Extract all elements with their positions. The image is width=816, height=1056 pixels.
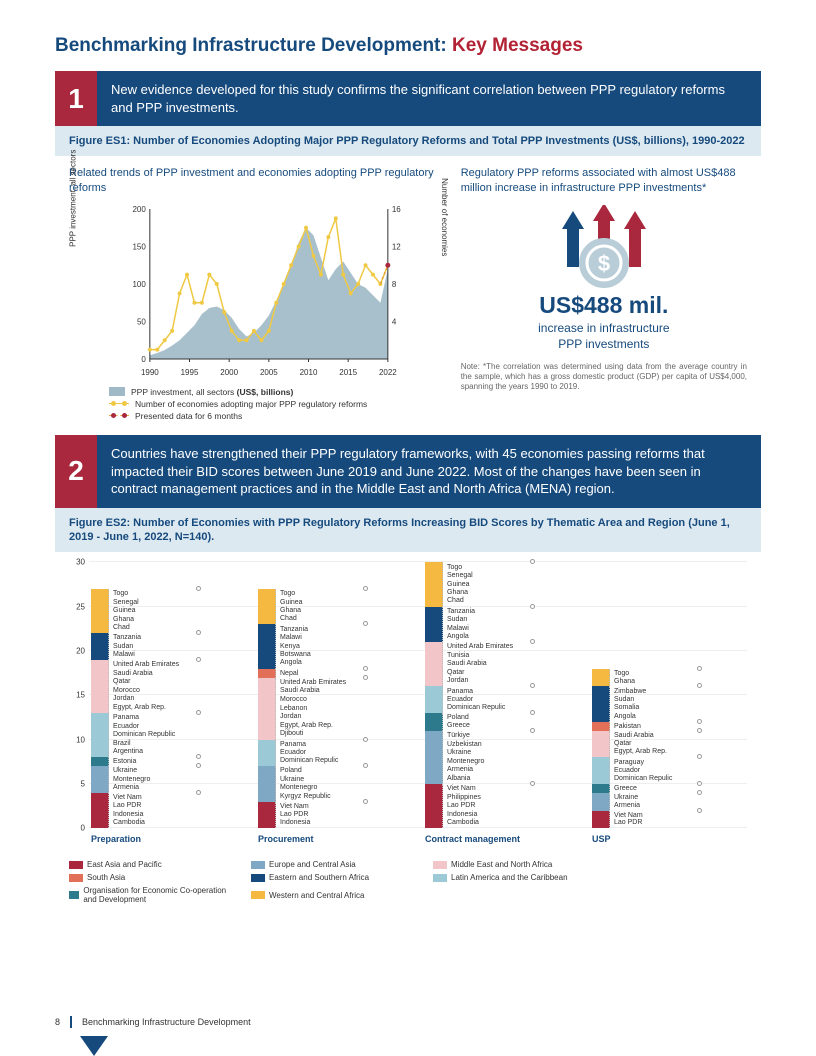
- svg-text:200: 200: [132, 205, 146, 214]
- svg-text:4: 4: [392, 317, 397, 326]
- svg-text:2000: 2000: [220, 368, 238, 377]
- svg-text:16: 16: [392, 205, 401, 214]
- svg-text:2005: 2005: [260, 368, 278, 377]
- message-text-2: Countries have strengthened their PPP re…: [97, 435, 761, 508]
- figure-es1-legend: PPP investment, all sectors (US$, billio…: [69, 387, 445, 421]
- figure-es1-right-title: Regulatory PPP reforms associated with a…: [461, 166, 747, 195]
- svg-text:2010: 2010: [300, 368, 318, 377]
- svg-text:100: 100: [132, 280, 146, 289]
- big-sub2: PPP investments: [461, 337, 747, 351]
- page-footer: 8 Benchmarking Infrastructure Developmen…: [55, 1016, 251, 1028]
- svg-text:$: $: [598, 251, 610, 276]
- svg-text:8: 8: [392, 280, 397, 289]
- page-title: Benchmarking Infrastructure Development:…: [55, 35, 761, 57]
- legend-b: Number of economies adopting major PPP r…: [135, 399, 367, 409]
- page-title-part1: Benchmarking Infrastructure Development:: [55, 35, 447, 56]
- message-number-1: 1: [55, 71, 97, 126]
- figure-es2-legend: East Asia and PacificEurope and Central …: [69, 860, 747, 904]
- dollar-arrows-icon: $: [461, 205, 747, 290]
- svg-text:2022: 2022: [379, 368, 397, 377]
- key-message-1: 1 New evidence developed for this study …: [55, 71, 761, 427]
- svg-text:1990: 1990: [141, 368, 159, 377]
- legend-c: Presented data for 6 months: [135, 411, 242, 421]
- svg-text:50: 50: [137, 317, 146, 326]
- page-title-part2: Key Messages: [447, 35, 583, 56]
- key-message-2: 2 Countries have strengthened their PPP …: [55, 435, 761, 904]
- y1-axis-label: PPP investment, all sectors: [69, 150, 78, 247]
- figure-es1-chart: PPP investment, all sectors Number of ec…: [109, 201, 423, 381]
- svg-text:150: 150: [132, 242, 146, 251]
- big-sub1: increase in infrastructure: [461, 321, 747, 335]
- legend-a: PPP investment, all sectors (US$, billio…: [131, 387, 293, 397]
- footer-text: Benchmarking Infrastructure Development: [82, 1017, 251, 1027]
- message-text-1: New evidence developed for this study co…: [97, 71, 761, 126]
- svg-text:2015: 2015: [339, 368, 357, 377]
- svg-text:0: 0: [141, 355, 146, 364]
- figure-es2-chart: 051015202530 Viet NamLao PDRIndonesiaCam…: [69, 562, 747, 852]
- figure-es1-title: Figure ES1: Number of Economies Adopting…: [55, 126, 761, 156]
- message-number-2: 2: [55, 435, 97, 508]
- footer-triangle-icon: [80, 1036, 108, 1056]
- y2-axis-label: Number of economies: [440, 178, 449, 256]
- big-number: US$488 mil.: [461, 292, 747, 319]
- svg-text:12: 12: [392, 242, 401, 251]
- page-number: 8: [55, 1017, 60, 1027]
- figure-es1-note: Note: *The correlation was determined us…: [461, 362, 747, 392]
- svg-text:1995: 1995: [181, 368, 199, 377]
- figure-es1-left-title: Related trends of PPP investment and eco…: [69, 166, 445, 195]
- figure-es2-title: Figure ES2: Number of Economies with PPP…: [55, 508, 761, 553]
